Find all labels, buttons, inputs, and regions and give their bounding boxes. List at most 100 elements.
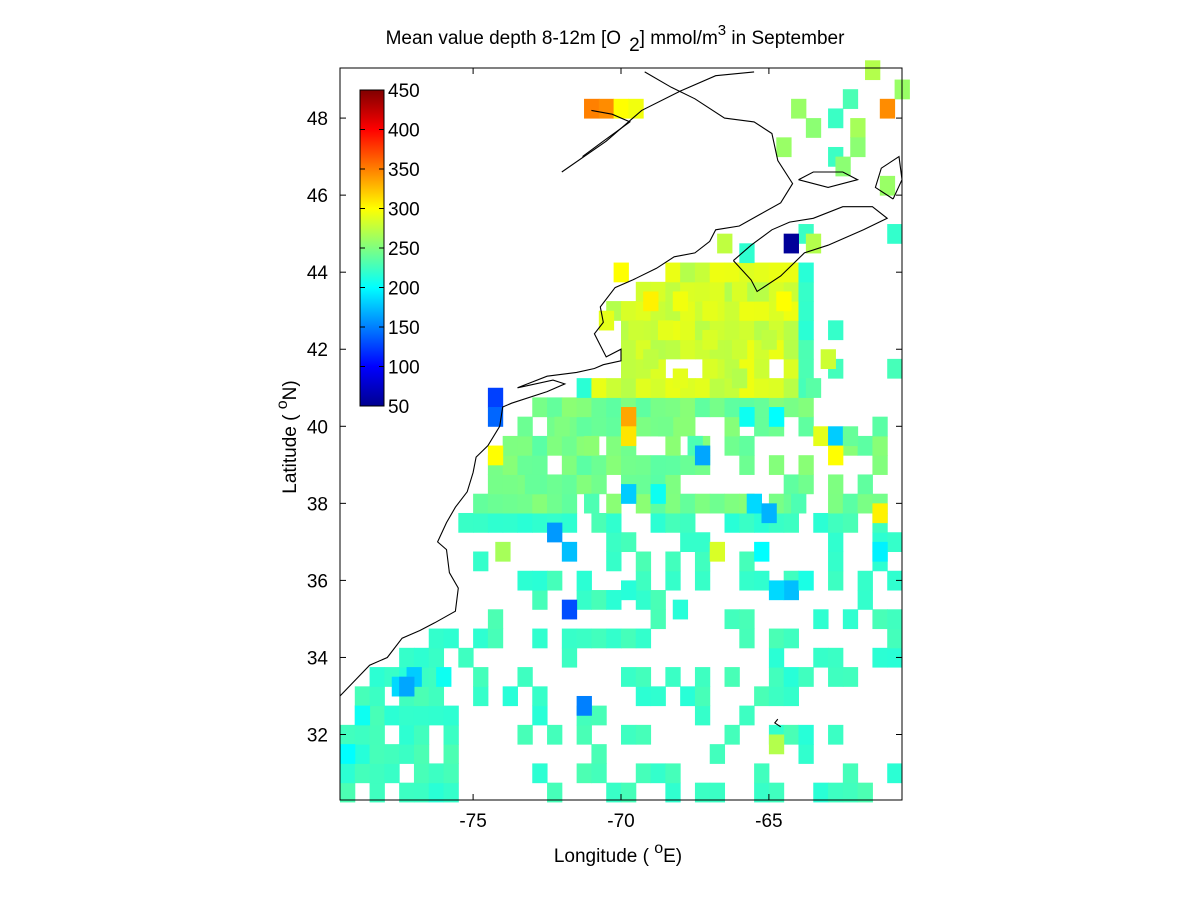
heatmap-cell [857,590,873,610]
heatmap-cell [369,667,385,687]
heatmap-cell [621,782,637,803]
heatmap-cell [547,570,563,591]
coastline-path [773,718,782,728]
title-prefix: Mean value depth 8-12m [O [386,28,622,49]
x-tick-label: -65 [755,811,782,832]
heatmap-cell [576,628,592,649]
x-axis-label: Longitude ( oE) [554,840,682,867]
heatmap-cell [798,744,814,764]
heatmap-cell [591,416,607,437]
heatmap-cell [628,98,644,119]
heatmap-cell [857,474,873,495]
heatmap-cell [650,686,666,707]
heatmap-cell [473,667,489,687]
heatmap-cell [413,705,430,726]
heatmap-cell [768,262,785,283]
heatmap-cell [828,493,844,514]
heatmap-cell [798,320,814,341]
heatmap-cell [783,262,799,283]
heatmap-cell [650,609,666,630]
heatmap-cell [487,493,504,514]
heatmap-cell [621,455,637,475]
heatmap-cell [783,628,799,649]
heatmap-cell [798,667,814,687]
heatmap-cell [413,782,430,803]
heatmap-cell [813,647,829,668]
heatmap-cell [650,512,666,533]
heatmap-cell [694,570,711,591]
heatmap-cell [532,628,548,649]
heatmap-cell [754,570,770,591]
heatmap-cell [635,667,652,687]
heatmap-cell [754,358,770,379]
heatmap-cell [798,570,814,591]
heatmap-cell [576,378,592,398]
heatmap-cell [680,512,696,533]
heatmap-cell [621,532,637,553]
heatmap-cell [443,628,459,649]
heatmap-cell [828,108,844,129]
heatmap-cell [621,667,637,687]
heatmap-cell [643,349,659,370]
heatmap-cell [798,281,814,302]
heatmap-cell [887,628,903,649]
heatmap-cell [643,291,659,312]
heatmap-cell [805,118,822,138]
heatmap-cell [768,734,785,755]
heatmap-cell [731,281,748,302]
heatmap-cell [694,378,711,398]
heatmap-cell [606,493,622,514]
heatmap-cell [502,686,518,707]
heatmap-cell [842,782,859,803]
heatmap-cell [665,435,681,456]
heatmap-cell [739,570,755,591]
heatmap-cell [606,551,622,572]
coastline-path [561,71,755,173]
heatmap-cell [517,455,533,475]
x-tick-label: -70 [607,811,634,832]
heatmap-cell [828,647,844,668]
heatmap-cell [768,407,785,427]
heatmap-cell [754,397,770,418]
heatmap-cell [739,628,755,649]
heatmap-cell [739,512,755,533]
colorbar-tick-label: 300 [388,200,420,221]
heatmap-cell [724,435,740,456]
heatmap-cell [628,320,644,341]
heatmap-cell [606,397,622,418]
heatmap-cell [783,397,799,418]
heatmap-cell [798,455,814,475]
heatmap-cell [798,301,814,321]
heatmap-cell [384,744,400,764]
heatmap-cell [436,667,452,687]
heatmap-cell [369,724,385,745]
heatmap-cell [621,724,637,745]
heatmap-cell [768,455,785,475]
heatmap-cell [724,416,740,437]
heatmap-cell [413,686,430,707]
heatmap-cell [621,580,637,601]
heatmap-cell [724,320,740,341]
heatmap-cell [657,320,674,341]
heatmap-cell [340,744,356,764]
heatmap-cell [606,416,622,437]
heatmap-cell [680,262,696,283]
heatmap-cell [739,262,755,283]
heatmap-cell [598,310,615,331]
heatmap-cell [887,532,903,553]
heatmap-cell [413,763,430,784]
heatmap-cell [650,484,666,504]
heatmap-cell [473,628,489,649]
y-tick-label: 42 [307,340,328,361]
heatmap-cell [768,667,785,687]
heatmap-cell [731,339,748,360]
heatmap-cell [672,368,689,389]
heatmap-cell [561,599,578,620]
y-tick-label: 46 [307,186,328,207]
heatmap-cell [340,724,356,745]
heatmap-cell [694,705,711,726]
heatmap-cell [872,503,888,524]
heatmap-cell [473,493,489,514]
x-axis-ticks: -75 -70 -65 [459,68,783,832]
heatmap-cell [650,378,666,398]
